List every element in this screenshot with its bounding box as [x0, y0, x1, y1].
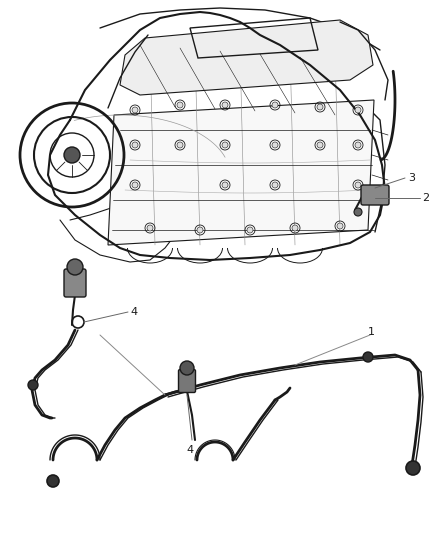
Circle shape [247, 227, 253, 233]
Circle shape [222, 102, 228, 108]
Circle shape [132, 107, 138, 113]
Circle shape [272, 182, 278, 188]
Circle shape [355, 142, 361, 148]
Polygon shape [120, 20, 373, 95]
Circle shape [272, 142, 278, 148]
Circle shape [177, 142, 183, 148]
Circle shape [132, 182, 138, 188]
FancyBboxPatch shape [179, 369, 195, 392]
Text: 4: 4 [187, 445, 194, 455]
Circle shape [272, 102, 278, 108]
Circle shape [132, 142, 138, 148]
Circle shape [180, 361, 194, 375]
Circle shape [317, 142, 323, 148]
Text: 3: 3 [408, 173, 415, 183]
Circle shape [177, 102, 183, 108]
Text: 1: 1 [368, 327, 375, 337]
Circle shape [222, 142, 228, 148]
Circle shape [317, 104, 323, 110]
Circle shape [47, 475, 59, 487]
Polygon shape [108, 100, 374, 245]
Circle shape [28, 380, 38, 390]
FancyBboxPatch shape [361, 185, 389, 205]
FancyBboxPatch shape [64, 269, 86, 297]
Circle shape [355, 107, 361, 113]
Text: 4: 4 [130, 307, 137, 317]
Circle shape [67, 259, 83, 275]
Circle shape [147, 225, 153, 231]
Circle shape [354, 208, 362, 216]
Circle shape [355, 182, 361, 188]
Circle shape [222, 182, 228, 188]
Circle shape [64, 147, 80, 163]
Circle shape [406, 461, 420, 475]
Circle shape [363, 352, 373, 362]
Circle shape [197, 227, 203, 233]
Circle shape [292, 225, 298, 231]
Text: 2: 2 [422, 193, 429, 203]
Circle shape [337, 223, 343, 229]
